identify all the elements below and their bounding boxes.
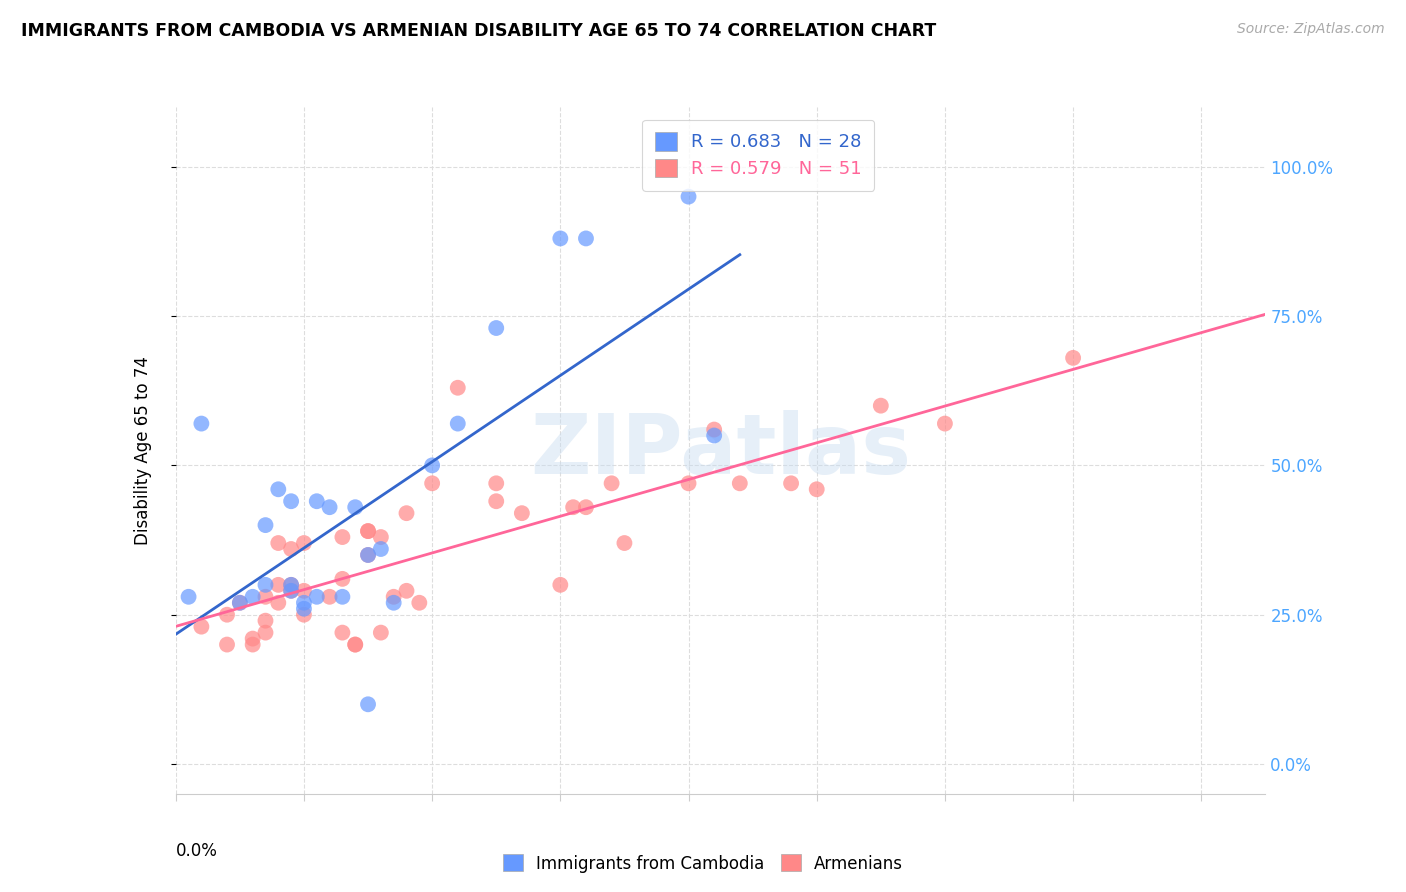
Point (190, 620, 212, 634)
Point (280, 578, 302, 592)
Point (292, 596, 315, 610)
Point (332, 625, 354, 640)
Point (447, 417, 470, 431)
Point (344, 500, 367, 515)
Point (510, 506, 533, 520)
Point (254, 578, 277, 592)
Legend: Immigrants from Cambodia, Armenians: Immigrants from Cambodia, Armenians (496, 847, 910, 880)
Legend: R = 0.683   N = 28, R = 0.579   N = 51: R = 0.683 N = 28, R = 0.579 N = 51 (643, 120, 875, 191)
Point (215, 638, 238, 652)
Point (485, 321, 508, 335)
Point (280, 578, 302, 592)
Point (292, 601, 315, 615)
Point (613, 536, 636, 550)
Point (370, 625, 392, 640)
Point (254, 625, 277, 640)
Point (562, 500, 585, 515)
Point (869, 399, 891, 413)
Point (408, 596, 430, 610)
Point (254, 614, 277, 628)
Point (934, 417, 956, 431)
Point (280, 583, 302, 598)
Point (254, 518, 277, 533)
Point (806, 483, 828, 497)
Point (318, 500, 340, 515)
Point (215, 607, 238, 622)
Point (395, 583, 418, 598)
Point (1062, 351, 1084, 365)
Text: 0.0%: 0.0% (176, 842, 218, 860)
Text: IMMIGRANTS FROM CAMBODIA VS ARMENIAN DISABILITY AGE 65 TO 74 CORRELATION CHART: IMMIGRANTS FROM CAMBODIA VS ARMENIAN DIS… (21, 22, 936, 40)
Point (280, 583, 302, 598)
Point (575, 500, 598, 515)
Point (357, 698, 380, 712)
Point (575, 231, 598, 245)
Point (242, 590, 264, 604)
Point (292, 536, 315, 550)
Point (229, 596, 252, 610)
Point (267, 578, 290, 592)
Point (332, 590, 354, 604)
Point (280, 541, 302, 556)
Point (292, 583, 315, 598)
Point (318, 590, 340, 604)
Point (267, 483, 290, 497)
Point (420, 476, 443, 491)
Point (305, 494, 328, 508)
Point (703, 428, 725, 442)
Point (254, 590, 277, 604)
Point (447, 381, 470, 395)
Y-axis label: Disability Age 65 to 74: Disability Age 65 to 74 (134, 356, 152, 545)
Point (550, 578, 572, 592)
Point (395, 506, 418, 520)
Point (703, 423, 725, 437)
Point (678, 476, 700, 491)
Point (357, 548, 380, 562)
Point (420, 458, 443, 473)
Point (242, 638, 264, 652)
Point (485, 476, 508, 491)
Point (382, 590, 405, 604)
Point (370, 541, 392, 556)
Point (780, 476, 803, 491)
Point (177, 590, 200, 604)
Point (267, 596, 290, 610)
Point (305, 590, 328, 604)
Text: Source: ZipAtlas.com: Source: ZipAtlas.com (1237, 22, 1385, 37)
Point (600, 476, 623, 491)
Point (229, 596, 252, 610)
Point (678, 189, 700, 203)
Text: ZIPatlas: ZIPatlas (530, 410, 911, 491)
Point (292, 607, 315, 622)
Point (190, 417, 212, 431)
Point (485, 494, 508, 508)
Point (344, 638, 367, 652)
Point (728, 476, 751, 491)
Point (332, 530, 354, 544)
Point (382, 596, 405, 610)
Point (357, 524, 380, 538)
Point (344, 638, 367, 652)
Point (357, 548, 380, 562)
Point (332, 572, 354, 586)
Point (280, 494, 302, 508)
Point (550, 231, 572, 245)
Point (357, 524, 380, 538)
Point (242, 632, 264, 646)
Point (267, 536, 290, 550)
Point (370, 530, 392, 544)
